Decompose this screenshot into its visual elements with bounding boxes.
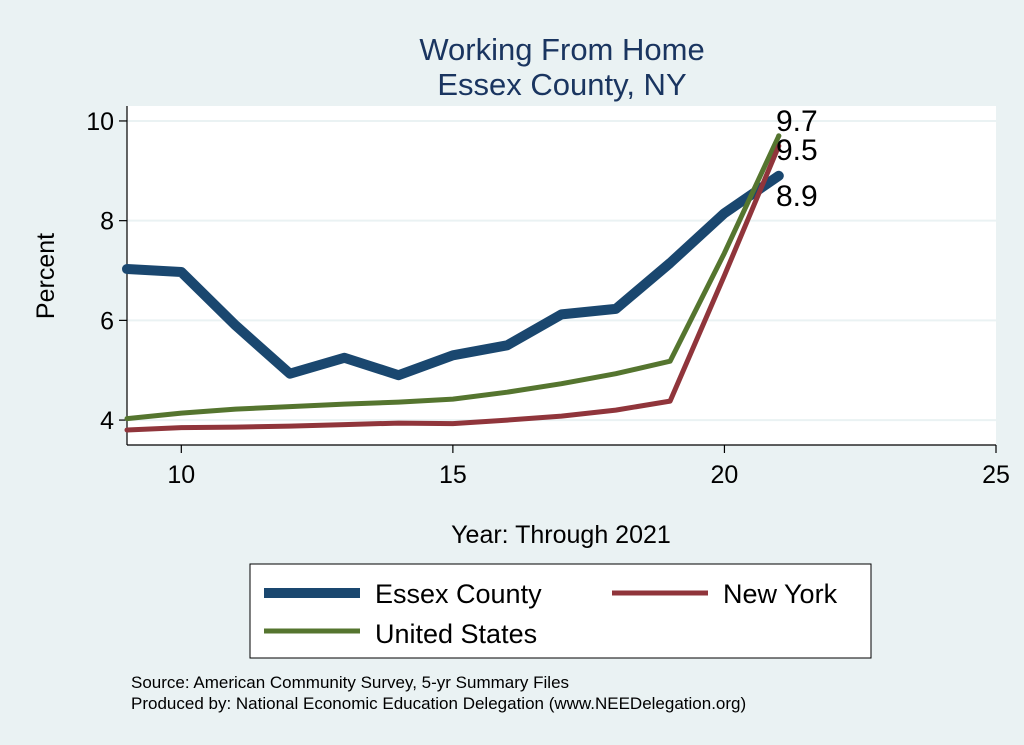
y-axis-ticks: 4 6 8 10 (86, 108, 127, 435)
x-tick-label-10: 10 (167, 461, 195, 489)
produced-by-note: Produced by: National Economic Education… (131, 694, 746, 713)
end-marker-united-states (776, 133, 782, 139)
end-label-united-states: 9.7 (776, 105, 818, 138)
source-note: Source: American Community Survey, 5-yr … (131, 673, 569, 692)
legend-label-new-york: New York (723, 579, 838, 609)
y-tick-label-4: 4 (100, 407, 114, 435)
plot-area (127, 106, 996, 445)
y-tick-label-6: 6 (100, 307, 114, 335)
end-labels: 8.9 9.59.7 (776, 105, 818, 213)
line-new-york (124, 143, 782, 433)
legend-box (249, 563, 872, 659)
legend-label-essex-county: Essex County (375, 579, 542, 609)
y-tick-label-10: 10 (86, 108, 114, 136)
chart-subtitle: Essex County, NY (437, 67, 686, 102)
y-tick-label-8: 8 (100, 208, 114, 236)
x-axis-title: Year: Through 2021 (451, 521, 671, 549)
line-essex-county (122, 170, 784, 381)
x-tick-label-15: 15 (439, 461, 467, 489)
x-axis-ticks: 10 15 20 25 (167, 445, 1010, 489)
y-axis-title: Percent (32, 233, 60, 319)
line-united-states (124, 133, 782, 422)
series-lines (122, 133, 784, 433)
end-label-new-york: 9.5 (776, 134, 818, 167)
end-label-essex-county: 8.9 (776, 180, 818, 213)
chart-title: Working From Home (419, 32, 704, 67)
gridlines (127, 119, 996, 422)
x-tick-label-25: 25 (982, 461, 1010, 489)
legend: Essex County New York United States (249, 563, 872, 659)
legend-label-united-states: United States (375, 619, 537, 649)
x-tick-label-20: 20 (711, 461, 739, 489)
